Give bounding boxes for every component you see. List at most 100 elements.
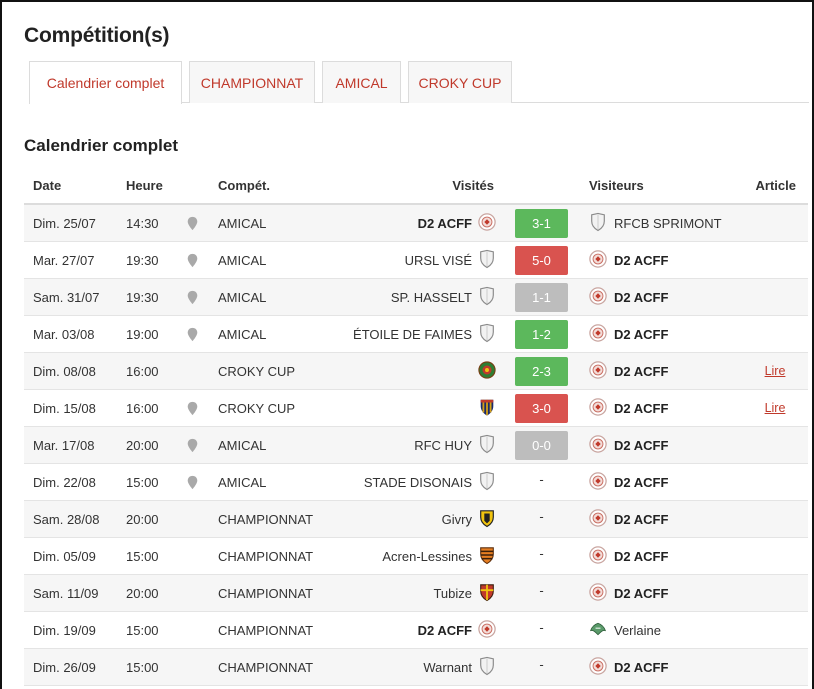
match-time: 20:00 xyxy=(126,511,159,527)
away-team-name: D2 ACFF xyxy=(614,252,669,268)
home-team-name: Warnant xyxy=(423,659,472,675)
away-team: D2 ACFF xyxy=(589,242,668,278)
home-team-name: Acren-Lessines xyxy=(382,548,472,564)
match-score: 1-1 xyxy=(515,279,568,315)
score-badge: - xyxy=(539,471,544,487)
table-header: Date Heure Compét. Visités Visiteurs Art… xyxy=(24,167,808,205)
match-score: 0-0 xyxy=(515,427,568,463)
home-team xyxy=(472,390,496,426)
table-row: Mar. 27/07 19:30 AMICAL URSL VISÉ 5-0 D2 ACFF xyxy=(24,242,808,279)
match-competition: CHAMPIONNAT xyxy=(218,622,314,638)
score-badge: 3-1 xyxy=(515,208,568,238)
table-row: Dim. 08/08 16:00 CROKY CUP 2-3 D2 ACFF Lire xyxy=(24,353,808,390)
club-crest-icon xyxy=(589,471,607,494)
location-pin-icon[interactable] xyxy=(185,316,199,352)
article-cell: Lire xyxy=(764,390,786,426)
column-header-date: Date xyxy=(33,178,62,193)
home-team: Warnant xyxy=(423,649,496,685)
match-score: 5-0 xyxy=(515,242,568,278)
tab-croky-cup[interactable]: CROKY CUP xyxy=(408,61,512,103)
table-row: Dim. 15/08 16:00 CROKY CUP 3-0 D2 ACFF Lire xyxy=(24,390,808,427)
home-team-name: SP. HASSELT xyxy=(390,289,472,305)
match-time: 15:00 xyxy=(126,622,159,638)
match-time: 15:00 xyxy=(126,548,159,564)
away-team: D2 ACFF xyxy=(589,501,668,537)
club-crest-icon xyxy=(589,656,607,679)
match-competition: CROKY CUP xyxy=(218,400,296,416)
article-link[interactable]: Lire xyxy=(764,401,786,415)
away-team-name: RFCB SPRIMONT xyxy=(614,215,722,231)
tab-calendrier-complet[interactable]: Calendrier complet xyxy=(29,61,182,104)
match-date: Dim. 15/08 xyxy=(33,400,96,416)
match-date: Dim. 26/09 xyxy=(33,659,96,675)
location-pin-icon[interactable] xyxy=(185,427,199,463)
red-crest-icon xyxy=(478,582,496,605)
table-row: Dim. 22/08 15:00 AMICAL STADE DISONAIS - D2 A… xyxy=(24,464,808,501)
home-team: D2 ACFF xyxy=(418,612,496,648)
match-time: 14:30 xyxy=(126,215,159,231)
match-time: 20:00 xyxy=(126,585,159,601)
away-team: D2 ACFF xyxy=(589,464,668,500)
home-team: SP. HASSELT xyxy=(391,279,496,315)
match-date: Mar. 27/07 xyxy=(33,252,95,268)
home-team: Acren-Lessines xyxy=(382,538,496,574)
club-crest-icon xyxy=(589,286,607,309)
match-competition: CROKY CUP xyxy=(218,363,296,379)
match-competition: CHAMPIONNAT xyxy=(218,659,314,675)
home-team-name: RFC HUY xyxy=(414,437,472,453)
score-badge: - xyxy=(539,582,544,598)
location-pin-icon[interactable] xyxy=(185,242,199,278)
table-row: Mar. 03/08 19:00 AMICAL ÉTOILE DE FAIMES 1-2… xyxy=(24,316,808,353)
match-date: Mar. 03/08 xyxy=(33,326,95,342)
match-competition: CHAMPIONNAT xyxy=(218,511,314,527)
score-badge: - xyxy=(539,508,544,524)
match-competition: AMICAL xyxy=(218,437,267,453)
location-pin-icon[interactable] xyxy=(185,205,199,241)
match-score: - xyxy=(515,501,568,537)
match-time: 19:00 xyxy=(126,326,159,342)
home-team-name: D2 ACFF xyxy=(417,622,472,638)
match-time: 15:00 xyxy=(126,659,159,675)
article-link[interactable]: Lire xyxy=(764,364,786,378)
table-row: Mar. 17/08 20:00 AMICAL RFC HUY 0-0 D2 ACFF xyxy=(24,427,808,464)
match-date: Dim. 08/08 xyxy=(33,363,96,379)
away-team-name: D2 ACFF xyxy=(614,474,669,490)
match-date: Mar. 17/08 xyxy=(33,437,95,453)
match-time: 15:00 xyxy=(126,474,159,490)
away-team: D2 ACFF xyxy=(589,316,668,352)
shield-icon xyxy=(478,471,496,494)
club-crest-icon xyxy=(589,249,607,272)
orange-crest-icon xyxy=(478,545,496,568)
table-row: Sam. 31/07 19:30 AMICAL SP. HASSELT 1-1 D2 AC… xyxy=(24,279,808,316)
home-team xyxy=(472,353,496,389)
location-pin-icon[interactable] xyxy=(185,390,199,426)
match-time: 20:00 xyxy=(126,437,159,453)
match-score: 2-3 xyxy=(515,353,568,389)
table-row: Dim. 05/09 15:00 CHAMPIONNAT Acren-Lessines… xyxy=(24,538,808,575)
club-crest-icon xyxy=(589,582,607,605)
table-body: Dim. 25/07 14:30 AMICAL D2 ACFF 3-1 RFCB SPRI… xyxy=(24,205,808,686)
club-crest-icon xyxy=(478,212,496,235)
competition-tabs: Calendrier complet CHAMPIONNAT AMICAL CR… xyxy=(29,61,809,104)
tab-amical[interactable]: AMICAL xyxy=(322,61,401,103)
away-team-name: D2 ACFF xyxy=(614,400,669,416)
score-badge: - xyxy=(539,545,544,561)
table-row: Dim. 26/09 15:00 CHAMPIONNAT Warnant - D2 ACF… xyxy=(24,649,808,686)
away-team-name: Verlaine xyxy=(614,622,661,638)
yellow-black-crest-icon xyxy=(478,508,496,531)
column-header-time: Heure xyxy=(126,178,163,193)
location-pin-icon[interactable] xyxy=(185,464,199,500)
tab-championnat[interactable]: CHAMPIONNAT xyxy=(189,61,315,103)
shield-icon xyxy=(478,323,496,346)
article-cell: Lire xyxy=(764,353,786,389)
match-competition: CHAMPIONNAT xyxy=(218,585,314,601)
match-competition: AMICAL xyxy=(218,289,267,305)
fixtures-table: Date Heure Compét. Visités Visiteurs Art… xyxy=(24,167,808,686)
table-row: Dim. 25/07 14:30 AMICAL D2 ACFF 3-1 RFCB SPRI… xyxy=(24,205,808,242)
match-score: - xyxy=(515,464,568,500)
location-pin-icon[interactable] xyxy=(185,279,199,315)
table-row: Sam. 28/08 20:00 CHAMPIONNAT Givry - D2 ACFF xyxy=(24,501,808,538)
column-header-competition: Compét. xyxy=(218,178,270,193)
match-date: Dim. 19/09 xyxy=(33,622,96,638)
home-team-name: URSL VISÉ xyxy=(404,252,472,268)
